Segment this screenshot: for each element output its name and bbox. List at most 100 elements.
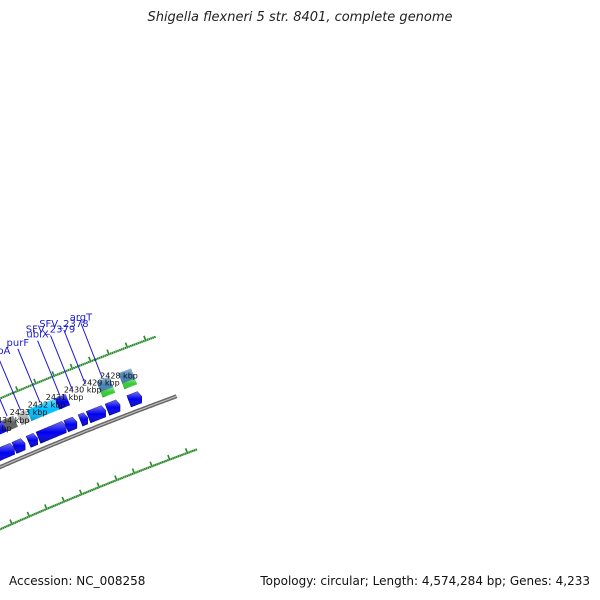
scale-tick xyxy=(69,363,74,370)
scale-tick xyxy=(140,469,143,472)
scale-tick xyxy=(112,480,115,483)
scale-tick xyxy=(131,472,134,476)
scale-tick xyxy=(24,516,28,520)
scale-tick xyxy=(68,498,71,501)
scale-tick xyxy=(0,396,3,400)
scale-tick xyxy=(113,479,117,483)
scale-tick xyxy=(56,373,59,376)
scale-tick xyxy=(109,352,112,355)
map-title: Shigella flexneri 5 str. 8401, complete … xyxy=(147,10,453,25)
scale-tick xyxy=(29,384,32,387)
scale-tick xyxy=(61,500,64,504)
scale-tick xyxy=(133,343,136,346)
scale-tick xyxy=(54,373,58,377)
scale-tick xyxy=(75,495,78,498)
scale-tick xyxy=(33,378,38,385)
scale-tick xyxy=(12,521,15,525)
scale-tick xyxy=(180,453,184,457)
scale-tick xyxy=(57,502,61,506)
scale-tick xyxy=(40,509,43,513)
scale-tick xyxy=(18,388,21,392)
scale-tick xyxy=(44,504,48,511)
scale-tick xyxy=(131,343,134,347)
scale-tick xyxy=(154,463,157,467)
cds-arrows xyxy=(0,391,143,461)
scale-tick xyxy=(83,491,87,495)
scale-tick xyxy=(156,462,159,466)
scale-tick xyxy=(93,358,96,362)
scale-tick xyxy=(113,350,116,354)
scale-tick xyxy=(56,503,59,506)
scale-tick xyxy=(64,499,68,503)
gene-label-purF[interactable]: purF xyxy=(7,338,30,349)
scale-tick xyxy=(7,393,10,397)
scale-tick xyxy=(114,475,118,482)
scale-tick xyxy=(69,497,73,500)
scale-tick xyxy=(151,336,155,340)
scale-tick xyxy=(161,460,164,464)
scale-tick xyxy=(120,348,123,351)
scale-tick xyxy=(26,515,29,519)
scale-tick xyxy=(159,461,162,465)
scale-tick xyxy=(36,511,40,515)
scale-tick xyxy=(89,489,92,493)
scale-tick xyxy=(20,388,23,391)
scale-tick xyxy=(47,376,50,380)
scale-tick xyxy=(9,519,14,526)
gene-label-SFV_2378[interactable]: SFV_2378 xyxy=(39,319,88,330)
scale-tick xyxy=(146,338,149,342)
scale-tick xyxy=(0,527,3,530)
scale-tick xyxy=(54,503,57,507)
scale-tick xyxy=(137,341,140,345)
scale-tick xyxy=(65,369,68,373)
scale-tick xyxy=(15,386,19,393)
scale-tick xyxy=(182,452,185,456)
scale-tick xyxy=(193,448,196,452)
scale-tick xyxy=(62,370,65,374)
scale-tick xyxy=(49,376,52,379)
gene-label-cvpA[interactable]: cvpA xyxy=(0,346,11,357)
scale-tick xyxy=(145,467,148,470)
gene-label-ubiX[interactable]: ubiX xyxy=(26,330,48,341)
label-leader-dedD xyxy=(0,398,8,417)
scale-tick xyxy=(83,362,87,365)
scale-tick xyxy=(115,350,118,353)
scale-tick xyxy=(127,345,131,348)
scale-tick xyxy=(94,487,97,490)
scale-tick xyxy=(35,512,38,515)
scale-tick xyxy=(31,513,34,517)
scale-tick xyxy=(14,390,18,394)
scale-tick xyxy=(96,486,99,490)
kbp-tick-label: 2433 kbp xyxy=(10,408,48,417)
scale-tick xyxy=(38,380,41,384)
scale-tick xyxy=(136,470,139,474)
scale-tick xyxy=(105,353,109,357)
scale-tick xyxy=(134,471,138,474)
label-leader-ubiX xyxy=(37,340,60,395)
scale-tick xyxy=(126,474,129,478)
scale-tick xyxy=(41,379,45,382)
label-leader-cvpA xyxy=(0,360,22,411)
scale-tick xyxy=(170,457,173,461)
scale-tick xyxy=(45,377,48,381)
kbp-tick-label: 2435 kbp xyxy=(0,424,12,433)
scale-tick xyxy=(87,360,90,364)
scale-tick xyxy=(61,496,66,503)
scale-tick xyxy=(148,337,151,341)
kbp-tick-label: 2430 kbp xyxy=(64,386,102,395)
scale-tick xyxy=(143,467,147,471)
scale-tick xyxy=(150,337,153,340)
gene-label-SFV_2379[interactable]: SFV_2379 xyxy=(26,324,75,335)
scale-tick xyxy=(69,368,72,371)
scale-tick xyxy=(111,351,114,355)
scale-tick xyxy=(117,478,120,481)
scale-tick xyxy=(157,462,161,465)
scale-tick xyxy=(71,496,75,500)
scale-tick xyxy=(106,482,110,485)
scale-tick xyxy=(131,468,136,475)
scale-tick xyxy=(141,468,145,472)
scale-tick xyxy=(3,525,7,529)
gene-label-argT[interactable]: argT xyxy=(70,312,93,323)
scale-tick xyxy=(189,450,193,453)
label-leader-SFV_2378 xyxy=(63,329,86,385)
